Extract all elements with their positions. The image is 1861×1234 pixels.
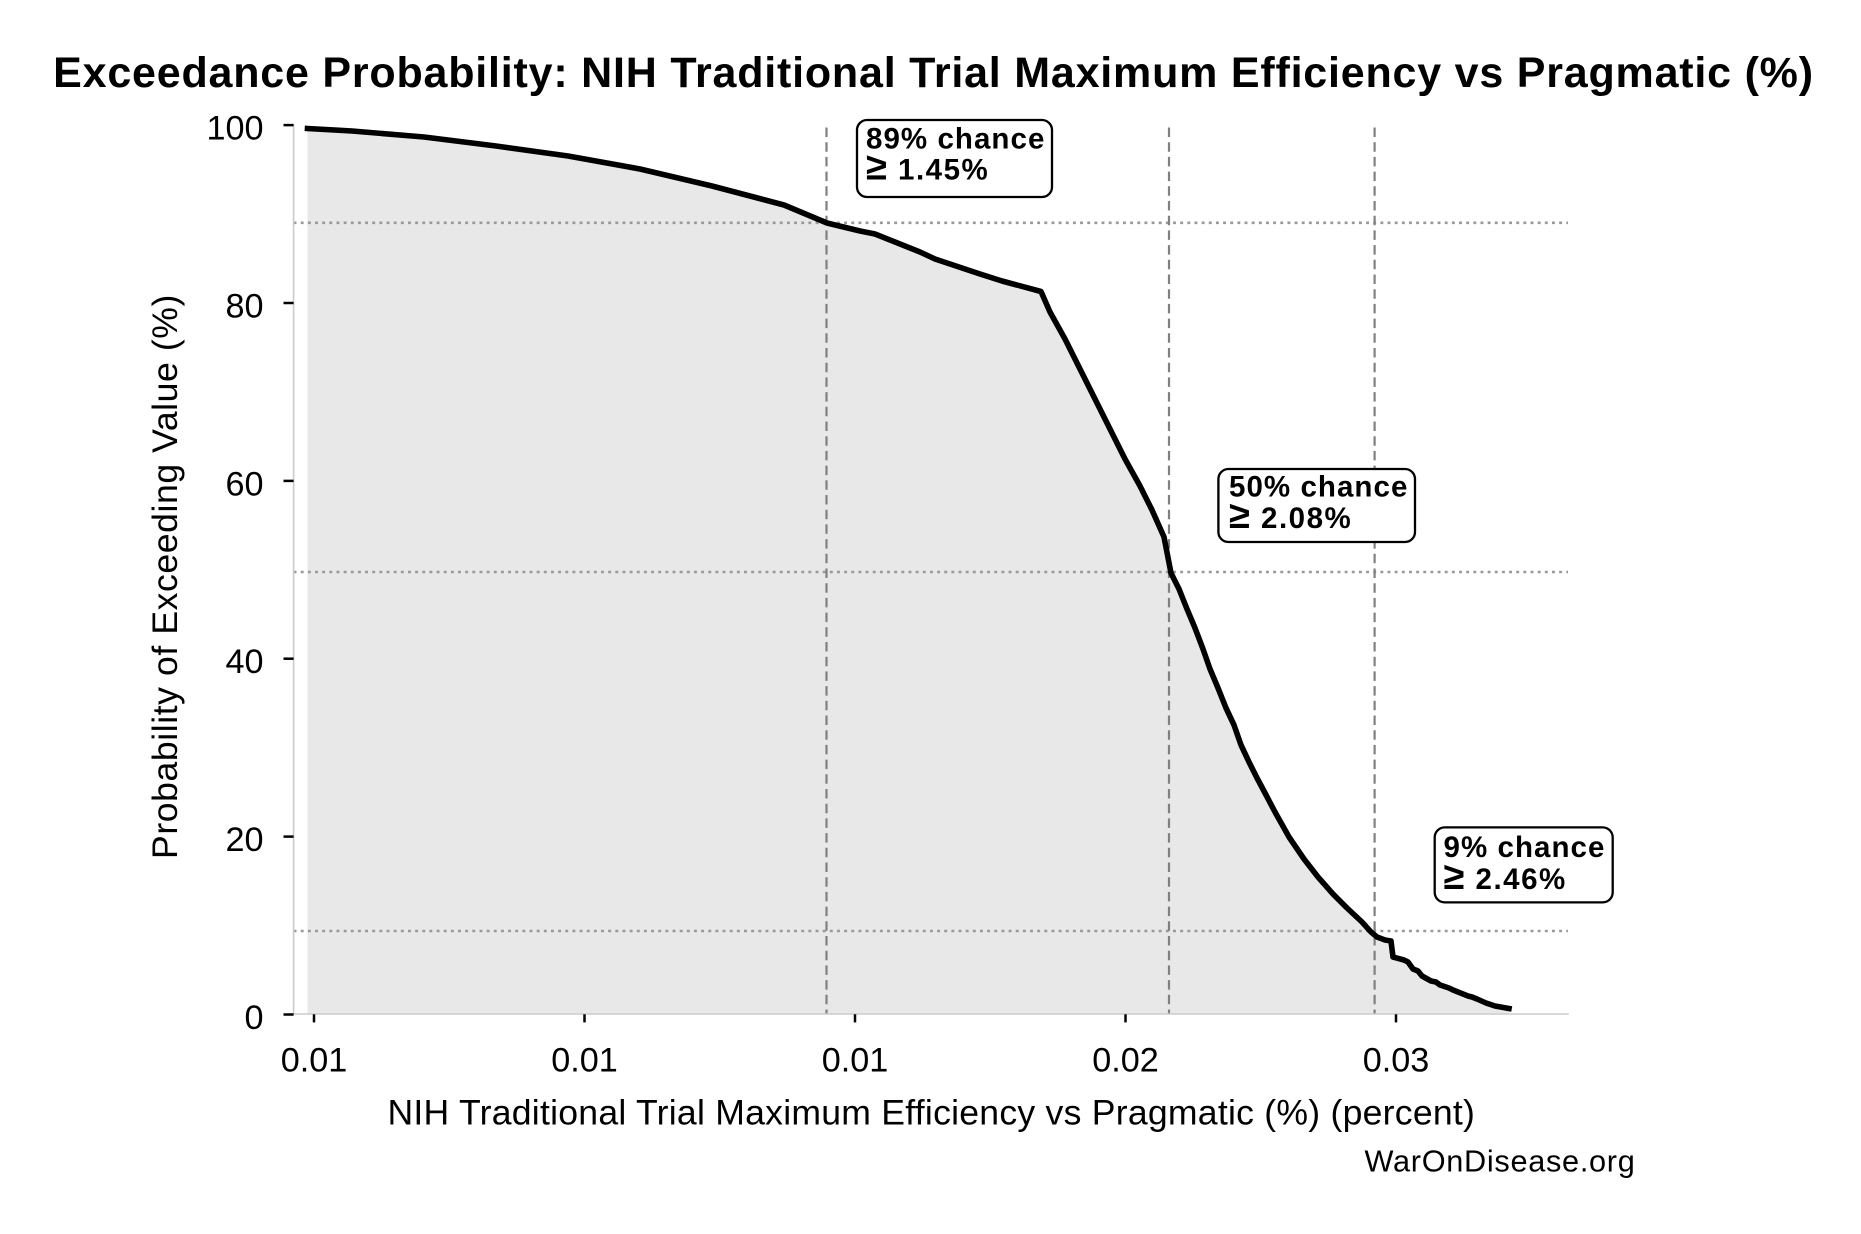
svg-text:100: 100: [206, 110, 263, 148]
svg-text:0.01: 0.01: [551, 1042, 618, 1080]
svg-text:0: 0: [244, 999, 263, 1037]
svg-text:≥ 1.45%: ≥ 1.45%: [866, 146, 989, 188]
svg-text:≥ 2.08%: ≥ 2.08%: [1229, 495, 1352, 537]
svg-text:Probability of Exceeding Value: Probability of Exceeding Value (%): [145, 294, 185, 859]
svg-text:9% chance: 9% chance: [1444, 831, 1606, 864]
svg-text:89% chance: 89% chance: [866, 123, 1045, 156]
svg-text:50% chance: 50% chance: [1229, 470, 1408, 503]
svg-text:0.03: 0.03: [1363, 1042, 1430, 1080]
svg-text:0.01: 0.01: [281, 1042, 348, 1080]
svg-text:Exceedance Probability: NIH Tr: Exceedance Probability: NIH Traditional …: [53, 49, 1814, 97]
svg-text:0.02: 0.02: [1092, 1042, 1159, 1080]
svg-text:≥ 2.46%: ≥ 2.46%: [1444, 856, 1567, 898]
svg-text:60: 60: [225, 465, 263, 503]
svg-text:80: 80: [225, 288, 263, 326]
svg-text:WarOnDisease.org: WarOnDisease.org: [1365, 1143, 1636, 1178]
svg-text:20: 20: [225, 821, 263, 859]
svg-text:NIH Traditional Trial Maximum: NIH Traditional Trial Maximum Efficiency…: [387, 1092, 1475, 1132]
svg-text:0.01: 0.01: [822, 1042, 889, 1080]
svg-text:40: 40: [225, 643, 263, 681]
